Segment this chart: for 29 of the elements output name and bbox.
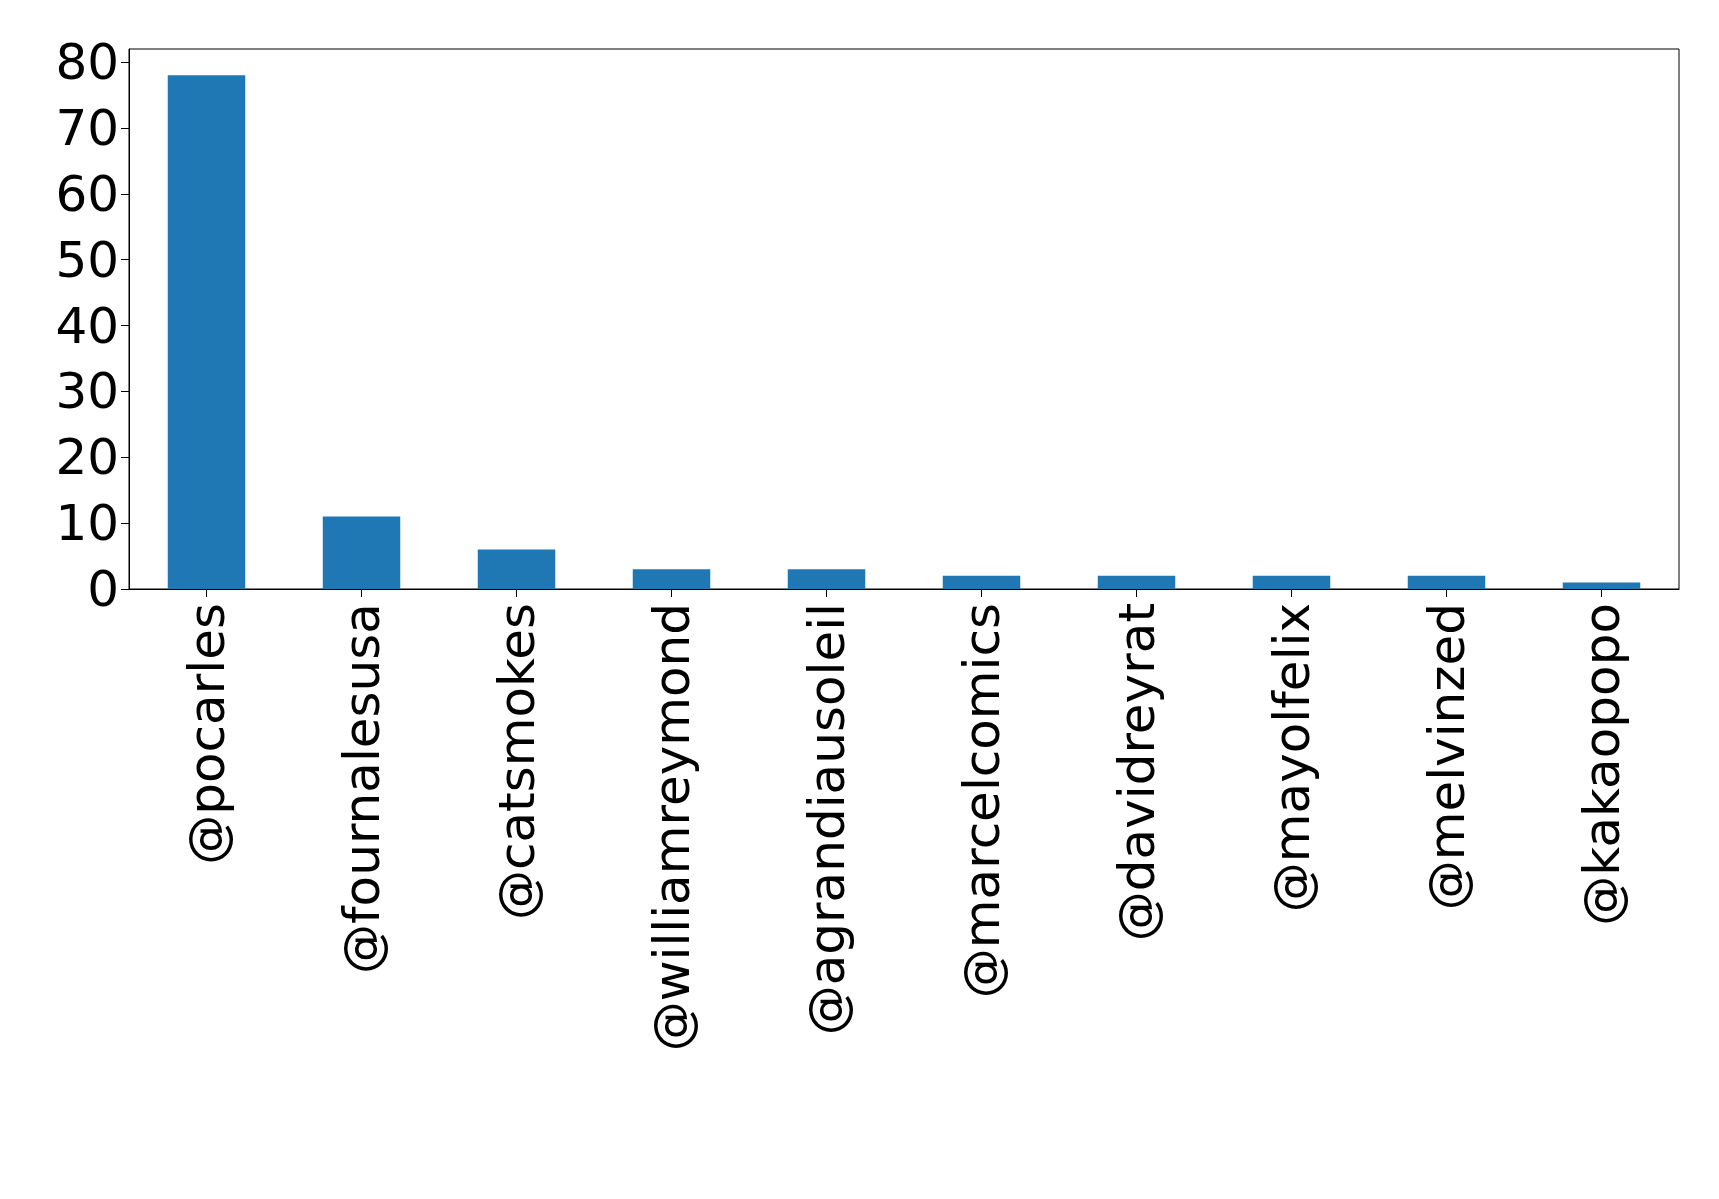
- y-tick-label: 60: [55, 164, 119, 223]
- bar: [632, 569, 711, 589]
- x-tick-label: @pocarles: [177, 603, 236, 865]
- x-tick-label: @davidreyrat: [1107, 603, 1166, 942]
- bar: [1562, 582, 1641, 589]
- x-tick-label: @kakaopopo: [1572, 603, 1631, 926]
- x-tick-label: @catsmokes: [487, 603, 546, 921]
- x-tick-label: @fournalesusa: [332, 603, 391, 974]
- bar: [787, 569, 866, 589]
- bar: [1252, 575, 1331, 589]
- y-tick-label: 20: [55, 428, 119, 487]
- y-tick-label: 50: [55, 230, 119, 289]
- bar: [942, 575, 1021, 589]
- y-tick-label: 0: [87, 560, 119, 618]
- y-tick-label: 80: [55, 33, 119, 92]
- x-tick-label: @mayolfelix: [1262, 603, 1321, 913]
- bar: [1097, 575, 1176, 589]
- y-tick-label: 70: [55, 99, 119, 158]
- x-tick-label: @marcelcomics: [952, 603, 1011, 999]
- bar: [322, 516, 401, 589]
- y-tick-label: 10: [55, 494, 119, 553]
- x-tick-label: @williamreymond: [642, 603, 701, 1052]
- y-tick-label: 40: [55, 296, 119, 355]
- x-tick-label: @agrandiausoleil: [797, 603, 856, 1036]
- x-tick-label: @melvinzed: [1417, 603, 1476, 911]
- y-tick-label: 30: [55, 362, 119, 421]
- bar: [1407, 575, 1486, 589]
- bar: [167, 75, 246, 589]
- bar: [477, 549, 556, 589]
